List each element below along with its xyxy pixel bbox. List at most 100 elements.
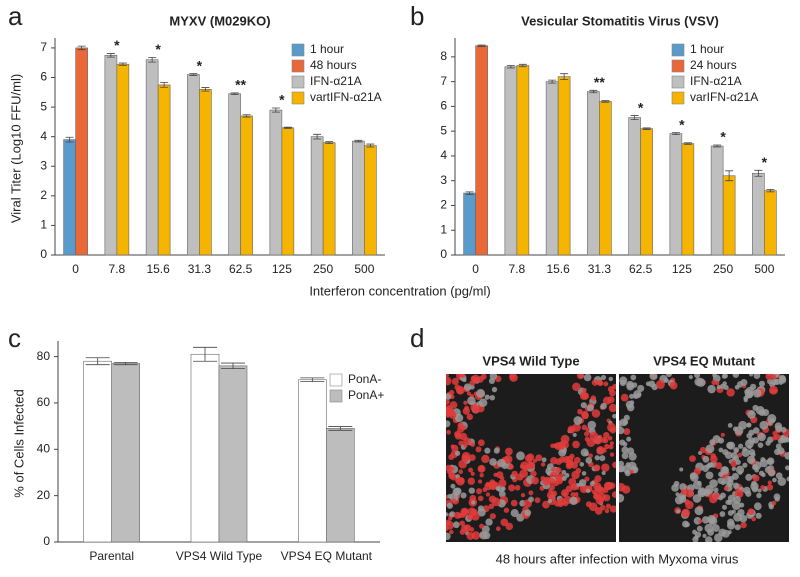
cell — [589, 431, 599, 441]
cell — [588, 453, 593, 459]
chart-title: Vesicular Stomatitis Virus (VSV) — [521, 13, 719, 28]
cell — [717, 437, 725, 444]
significance-marker: ** — [594, 74, 605, 90]
y-tick-label: 60 — [37, 395, 51, 409]
cell — [520, 493, 526, 498]
cell — [784, 451, 789, 460]
cell — [488, 503, 495, 510]
cell — [712, 374, 717, 378]
cell — [774, 433, 781, 440]
legend-label: 1 hour — [310, 42, 344, 56]
cell — [735, 459, 741, 465]
cell — [780, 426, 787, 433]
cell — [732, 495, 741, 504]
cell — [579, 462, 585, 467]
cell — [542, 477, 551, 486]
cell — [479, 473, 484, 478]
cell — [710, 455, 718, 464]
error-bar — [85, 357, 110, 366]
cell — [758, 380, 766, 387]
cell — [593, 464, 600, 471]
cell — [459, 432, 468, 441]
legend-swatch — [329, 389, 343, 403]
x-tick-label: 31.3 — [188, 262, 212, 276]
cell — [476, 388, 486, 398]
cell — [549, 484, 556, 491]
cell — [596, 379, 603, 386]
x-tick-label: Parental — [89, 549, 134, 563]
bar — [269, 109, 283, 256]
cell — [451, 498, 457, 504]
error-bar — [366, 143, 375, 148]
bar — [116, 63, 130, 256]
cell — [557, 497, 566, 506]
cell — [454, 413, 464, 423]
error-bar — [271, 107, 280, 113]
error-bar — [230, 92, 239, 96]
cell — [581, 471, 587, 476]
cell — [627, 461, 637, 471]
error-bar — [242, 114, 251, 118]
cell — [484, 482, 493, 491]
bar — [157, 84, 171, 256]
cell — [514, 484, 521, 491]
cell — [489, 458, 497, 466]
y-tick-label: 0 — [43, 534, 50, 548]
cell — [600, 402, 607, 410]
legend-swatch — [291, 59, 305, 73]
cell — [581, 424, 588, 431]
cell — [469, 454, 476, 461]
cell — [747, 508, 755, 516]
y-tick-label: 3 — [40, 158, 47, 172]
error-bar — [325, 141, 334, 144]
significance-marker: * — [114, 37, 120, 53]
cell — [718, 528, 727, 537]
cell — [737, 508, 745, 517]
cell — [762, 408, 770, 417]
cell — [448, 472, 455, 480]
significance-marker: * — [679, 116, 685, 132]
cell — [534, 497, 541, 504]
cell — [711, 379, 717, 386]
bar — [681, 143, 695, 256]
error-bar — [589, 89, 598, 94]
cell — [619, 439, 626, 446]
cell — [462, 407, 470, 415]
cell — [745, 473, 753, 481]
cell — [760, 485, 766, 490]
cell — [720, 480, 726, 486]
legend-label: PonA+ — [348, 388, 384, 402]
cell — [504, 455, 513, 464]
cell — [481, 454, 490, 464]
cell — [675, 492, 680, 497]
cell — [505, 522, 514, 531]
cell — [458, 459, 468, 469]
cell — [547, 498, 553, 504]
cell — [685, 500, 694, 510]
cell — [757, 442, 764, 448]
significance-marker: * — [762, 154, 768, 170]
cell — [446, 502, 454, 509]
cell — [603, 431, 610, 439]
cell — [607, 422, 616, 432]
cell — [580, 402, 587, 409]
error-bar — [518, 63, 527, 68]
cell — [625, 469, 631, 475]
x-tick-label: 7.8 — [509, 262, 526, 276]
bar — [326, 428, 355, 543]
cell — [769, 388, 775, 394]
bar — [145, 59, 159, 256]
cell — [572, 432, 577, 437]
cell — [452, 487, 461, 496]
cell — [489, 513, 496, 520]
cell — [741, 448, 750, 457]
cell — [786, 476, 789, 482]
bar — [322, 142, 336, 256]
cell — [702, 533, 707, 538]
cell — [566, 460, 573, 468]
cell — [489, 374, 498, 380]
cell — [722, 449, 729, 456]
cell — [765, 440, 771, 446]
cell — [716, 384, 721, 390]
x-tick-label: 125 — [272, 262, 292, 276]
